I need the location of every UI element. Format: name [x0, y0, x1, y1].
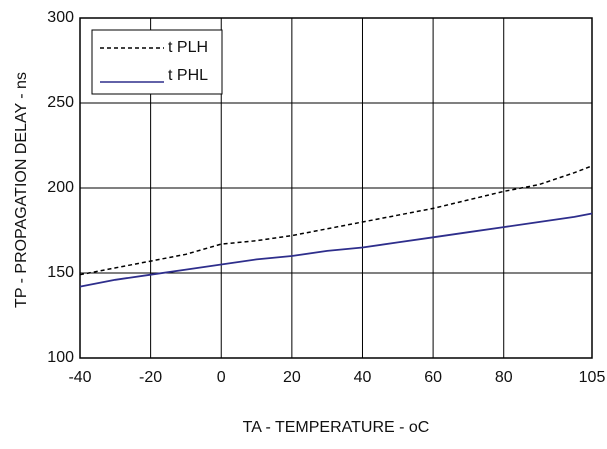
- x-axis-label: TA - TEMPERATURE - oC: [243, 419, 430, 436]
- x-tick-label: 40: [354, 369, 372, 386]
- x-tick-label: -40: [68, 369, 91, 386]
- legend-label: t PHL: [168, 67, 208, 84]
- y-tick-label: 200: [47, 179, 74, 196]
- x-tick-label: 60: [424, 369, 442, 386]
- series-line: [79, 165, 593, 276]
- y-tick-label: 250: [47, 94, 74, 111]
- x-tick-label: 105: [579, 369, 606, 386]
- legend-label: t PLH: [168, 39, 208, 56]
- x-tick-label: 0: [217, 369, 226, 386]
- y-tick-label: 300: [47, 9, 74, 26]
- plot-frame: [79, 17, 593, 359]
- x-tick-label: 20: [283, 369, 301, 386]
- legend-box: [91, 29, 223, 95]
- series-line: [79, 212, 593, 288]
- y-tick-label: 150: [47, 264, 74, 281]
- x-tick-label: -20: [139, 369, 162, 386]
- y-tick-label: 100: [47, 349, 74, 366]
- y-axis-label: TP - PROPAGATION DELAY - ns: [13, 72, 30, 308]
- x-tick-label: 80: [495, 369, 513, 386]
